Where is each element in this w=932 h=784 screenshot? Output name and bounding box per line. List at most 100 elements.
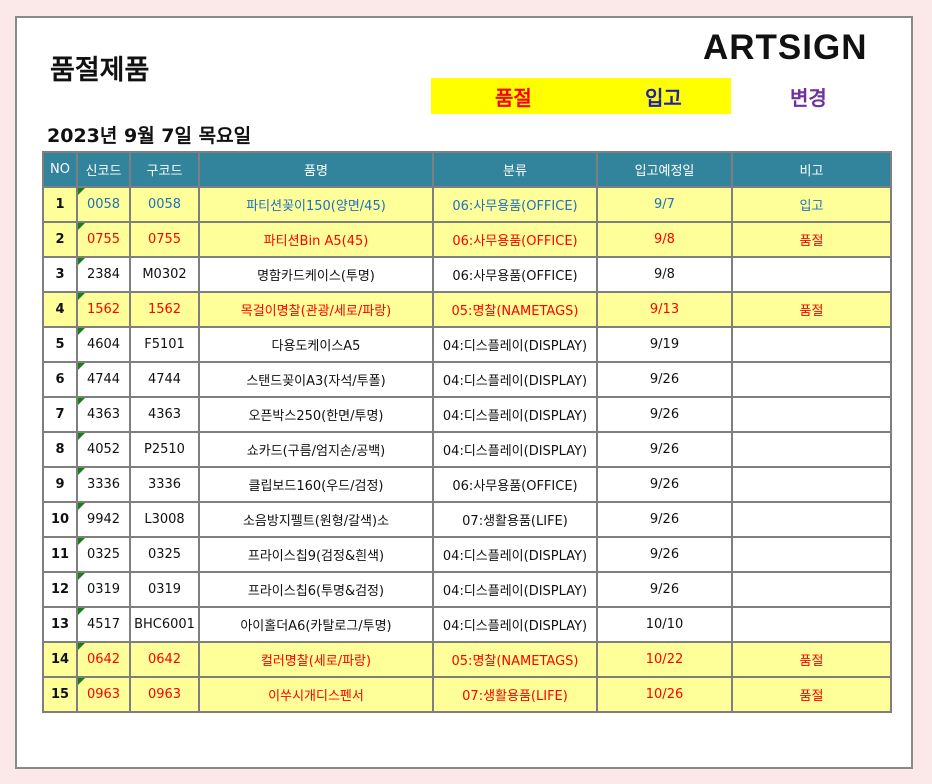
cell-old-code[interactable]: 0755 (129, 221, 200, 258)
table-row[interactable]: 12 0319 0319 프라이스칩6(투명&검정) 04:디스플레이(DISPLAY)… (42, 571, 892, 608)
cell-remarks[interactable]: 품절 (731, 221, 892, 258)
cell-old-code[interactable]: 0319 (129, 571, 200, 608)
cell-remarks[interactable]: 품절 (731, 676, 892, 713)
cell-new-code[interactable]: 9942 (76, 501, 131, 538)
cell-category[interactable]: 07:생활용품(LIFE) (432, 676, 598, 713)
cell-new-code[interactable]: 4604 (76, 326, 131, 363)
cell-category[interactable]: 04:디스플레이(DISPLAY) (432, 396, 598, 433)
cell-new-code[interactable]: 0319 (76, 571, 131, 608)
cell-category[interactable]: 06:사무용품(OFFICE) (432, 221, 598, 258)
table-row[interactable]: 2 0755 0755 파티션Bin A5(45) 06:사무용품(OFFICE) 9/8… (42, 221, 892, 258)
cell-remarks[interactable] (731, 361, 892, 398)
cell-new-code[interactable]: 0325 (76, 536, 131, 573)
cell-new-code[interactable]: 4052 (76, 431, 131, 468)
table-row[interactable]: 15 0963 0963 이쑤시개디스펜서 07:생활용품(LIFE) 10/26 품절 (42, 676, 892, 713)
table-row[interactable]: 11 0325 0325 프라이스칩9(검정&흰색) 04:디스플레이(DISPLAY)… (42, 536, 892, 573)
cell-old-code[interactable]: F5101 (129, 326, 200, 363)
cell-category[interactable]: 06:사무용품(OFFICE) (432, 186, 598, 223)
table-row[interactable]: 9 3336 3336 클립보드160(우드/검정) 06:사무용품(OFFICE) 9/… (42, 466, 892, 503)
cell-new-code[interactable]: 0963 (76, 676, 131, 713)
cell-old-code[interactable]: 0963 (129, 676, 200, 713)
cell-old-code[interactable]: 4363 (129, 396, 200, 433)
table-row[interactable]: 1 0058 0058 파티션꽂이150(양면/45) 06:사무용품(OFFICE) 9… (42, 186, 892, 223)
row-no[interactable]: 4 (42, 291, 78, 328)
cell-old-code[interactable]: 3336 (129, 466, 200, 503)
row-no[interactable]: 2 (42, 221, 78, 258)
cell-arrival-date[interactable]: 9/26 (596, 501, 733, 538)
cell-new-code[interactable]: 4744 (76, 361, 131, 398)
row-no[interactable]: 13 (42, 606, 78, 643)
cell-category[interactable]: 07:생활용품(LIFE) (432, 501, 598, 538)
row-no[interactable]: 12 (42, 571, 78, 608)
cell-product-name[interactable]: 아이홀더A6(카탈로그/투명) (198, 606, 434, 643)
table-row[interactable]: 3 2384 M0302 명함카드케이스(투명) 06:사무용품(OFFICE) 9/8 (42, 256, 892, 293)
cell-product-name[interactable]: 쇼카드(구름/엄지손/공백) (198, 431, 434, 468)
row-no[interactable]: 3 (42, 256, 78, 293)
cell-arrival-date[interactable]: 9/26 (596, 466, 733, 503)
cell-remarks[interactable] (731, 256, 892, 293)
cell-product-name[interactable]: 컬러명찰(세로/파랑) (198, 641, 434, 678)
cell-old-code[interactable]: 4744 (129, 361, 200, 398)
cell-product-name[interactable]: 프라이스칩6(투명&검정) (198, 571, 434, 608)
cell-category[interactable]: 04:디스플레이(DISPLAY) (432, 326, 598, 363)
row-no[interactable]: 14 (42, 641, 78, 678)
cell-remarks[interactable] (731, 606, 892, 643)
cell-category[interactable]: 04:디스플레이(DISPLAY) (432, 606, 598, 643)
cell-arrival-date[interactable]: 10/22 (596, 641, 733, 678)
cell-product-name[interactable]: 스탠드꽂이A3(자석/투폴) (198, 361, 434, 398)
table-row[interactable]: 10 9942 L3008 소음방지펠트(원형/갈색)소 07:생활용품(LIFE) 9/… (42, 501, 892, 538)
cell-remarks[interactable]: 품절 (731, 291, 892, 328)
cell-old-code[interactable]: BHC6001 (129, 606, 200, 643)
cell-category[interactable]: 06:사무용품(OFFICE) (432, 466, 598, 503)
cell-category[interactable]: 04:디스플레이(DISPLAY) (432, 431, 598, 468)
row-no[interactable]: 5 (42, 326, 78, 363)
cell-category[interactable]: 05:명찰(NAMETAGS) (432, 641, 598, 678)
cell-old-code[interactable]: L3008 (129, 501, 200, 538)
cell-new-code[interactable]: 0642 (76, 641, 131, 678)
table-row[interactable]: 5 4604 F5101 다용도케이스A5 04:디스플레이(DISPLAY) 9/19 (42, 326, 892, 363)
table-row[interactable]: 13 4517 BHC6001 아이홀더A6(카탈로그/투명) 04:디스플레이(DIS… (42, 606, 892, 643)
cell-arrival-date[interactable]: 9/7 (596, 186, 733, 223)
cell-old-code[interactable]: M0302 (129, 256, 200, 293)
cell-product-name[interactable]: 소음방지펠트(원형/갈색)소 (198, 501, 434, 538)
cell-old-code[interactable]: 0325 (129, 536, 200, 573)
cell-remarks[interactable] (731, 536, 892, 573)
cell-new-code[interactable]: 0058 (76, 186, 131, 223)
table-row[interactable]: 4 1562 1562 목걸이명찰(관광/세로/파랑) 05:명찰(NAMETAGS) 9… (42, 291, 892, 328)
cell-product-name[interactable]: 명함카드케이스(투명) (198, 256, 434, 293)
cell-product-name[interactable]: 프라이스칩9(검정&흰색) (198, 536, 434, 573)
cell-arrival-date[interactable]: 9/8 (596, 221, 733, 258)
cell-remarks[interactable]: 품절 (731, 641, 892, 678)
cell-arrival-date[interactable]: 9/26 (596, 431, 733, 468)
row-no[interactable]: 9 (42, 466, 78, 503)
cell-arrival-date[interactable]: 9/13 (596, 291, 733, 328)
cell-old-code[interactable]: P2510 (129, 431, 200, 468)
table-row[interactable]: 14 0642 0642 컬러명찰(세로/파랑) 05:명찰(NAMETAGS) 10/2… (42, 641, 892, 678)
row-no[interactable]: 1 (42, 186, 78, 223)
cell-arrival-date[interactable]: 10/26 (596, 676, 733, 713)
cell-remarks[interactable] (731, 396, 892, 433)
row-no[interactable]: 6 (42, 361, 78, 398)
cell-remarks[interactable]: 입고 (731, 186, 892, 223)
cell-remarks[interactable] (731, 571, 892, 608)
cell-remarks[interactable] (731, 466, 892, 503)
cell-arrival-date[interactable]: 9/26 (596, 361, 733, 398)
cell-new-code[interactable]: 2384 (76, 256, 131, 293)
cell-category[interactable]: 04:디스플레이(DISPLAY) (432, 361, 598, 398)
cell-arrival-date[interactable]: 10/10 (596, 606, 733, 643)
cell-new-code[interactable]: 4363 (76, 396, 131, 433)
cell-new-code[interactable]: 0755 (76, 221, 131, 258)
cell-category[interactable]: 04:디스플레이(DISPLAY) (432, 571, 598, 608)
cell-new-code[interactable]: 3336 (76, 466, 131, 503)
row-no[interactable]: 11 (42, 536, 78, 573)
table-row[interactable]: 7 4363 4363 오픈박스250(한면/투명) 04:디스플레이(DISPLAY)… (42, 396, 892, 433)
cell-product-name[interactable]: 이쑤시개디스펜서 (198, 676, 434, 713)
cell-new-code[interactable]: 4517 (76, 606, 131, 643)
cell-product-name[interactable]: 다용도케이스A5 (198, 326, 434, 363)
cell-product-name[interactable]: 파티션Bin A5(45) (198, 221, 434, 258)
cell-old-code[interactable]: 1562 (129, 291, 200, 328)
cell-arrival-date[interactable]: 9/26 (596, 571, 733, 608)
cell-new-code[interactable]: 1562 (76, 291, 131, 328)
cell-category[interactable]: 04:디스플레이(DISPLAY) (432, 536, 598, 573)
cell-arrival-date[interactable]: 9/26 (596, 536, 733, 573)
